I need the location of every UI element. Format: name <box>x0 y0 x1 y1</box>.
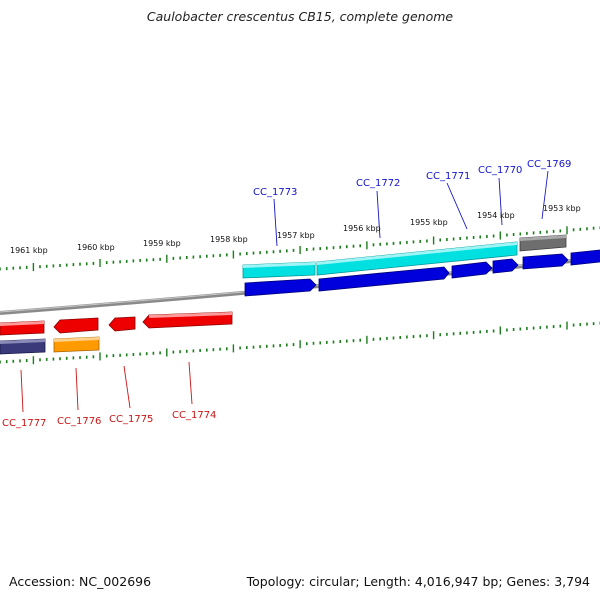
gene-red-4-shade <box>149 312 232 318</box>
tick-row-bottom <box>0 321 600 365</box>
gene-blue-4[interactable] <box>492 258 519 274</box>
kbp-label-1954: 1954 kbp <box>477 211 515 220</box>
forward-strand-genes <box>242 234 600 297</box>
kbp-label-1953: 1953 kbp <box>543 204 581 213</box>
kbp-label-1956: 1956 kbp <box>343 224 381 233</box>
gene-labels-top: CC_1773 CC_1772 CC_1771 CC_1770 CC_1769 <box>253 159 571 198</box>
gene-red-3[interactable] <box>108 316 136 332</box>
gene-red-1-shade <box>0 321 44 326</box>
gene-blue-3[interactable] <box>451 261 493 279</box>
reverse-strand-genes <box>0 311 233 355</box>
gene-blue-6[interactable] <box>570 249 600 266</box>
gene-label-cc1775[interactable]: CC_1775 <box>109 414 153 425</box>
kbp-label-1961: 1961 kbp <box>10 246 48 255</box>
leader-line-cc1777 <box>20 369 24 413</box>
kbp-labels: 1961 kbp 1960 kbp 1959 kbp 1958 kbp 1957… <box>10 204 581 255</box>
gene-label-cc1774[interactable]: CC_1774 <box>172 410 216 421</box>
topology-text: Topology: circular; Length: 4,016,947 bp… <box>246 574 590 589</box>
kbp-label-1957: 1957 kbp <box>277 231 315 240</box>
gene-blue-5[interactable] <box>522 253 569 270</box>
tick-row-top <box>0 226 600 271</box>
kbp-label-1958: 1958 kbp <box>210 235 248 244</box>
kbp-label-1960: 1960 kbp <box>77 243 115 252</box>
gene-cyan-2-shade <box>317 242 517 265</box>
leader-lines-top <box>273 170 549 247</box>
gene-label-cc1777[interactable]: CC_1777 <box>2 418 46 429</box>
kbp-label-1955: 1955 kbp <box>410 218 448 227</box>
gene-red-2[interactable] <box>53 317 99 334</box>
leader-line-cc1774 <box>188 361 193 405</box>
map-title: Caulobacter crescentus CB15, complete ge… <box>146 9 454 24</box>
leader-line-cc1776 <box>75 367 79 411</box>
gene-orange-shade <box>54 337 99 342</box>
leader-line-cc1775 <box>123 365 131 409</box>
accession-text: Accession: NC_002696 <box>9 574 152 589</box>
gene-navy-shade <box>0 339 45 344</box>
leader-line-cc1769 <box>541 170 549 220</box>
gene-gray-shade <box>520 235 566 241</box>
gene-label-cc1776[interactable]: CC_1776 <box>57 416 101 427</box>
leader-line-cc1771 <box>446 182 468 230</box>
leader-line-cc1772 <box>376 190 381 239</box>
kbp-label-1959: 1959 kbp <box>143 239 181 248</box>
gene-label-cc1771[interactable]: CC_1771 <box>426 171 470 182</box>
gene-blue-1[interactable] <box>244 278 317 297</box>
gene-label-cc1770[interactable]: CC_1770 <box>478 165 522 176</box>
leader-lines-bottom <box>20 361 193 413</box>
gene-label-cc1772[interactable]: CC_1772 <box>356 178 400 189</box>
gene-blue-2[interactable] <box>318 266 450 292</box>
leader-line-cc1770 <box>498 177 503 226</box>
gene-cyan-1-shade <box>243 262 315 268</box>
gene-labels-bottom: CC_1777 CC_1776 CC_1775 CC_1774 <box>2 410 216 429</box>
leader-line-cc1773 <box>273 198 278 247</box>
gene-label-cc1769[interactable]: CC_1769 <box>527 159 571 170</box>
gene-label-cc1773[interactable]: CC_1773 <box>253 187 297 198</box>
